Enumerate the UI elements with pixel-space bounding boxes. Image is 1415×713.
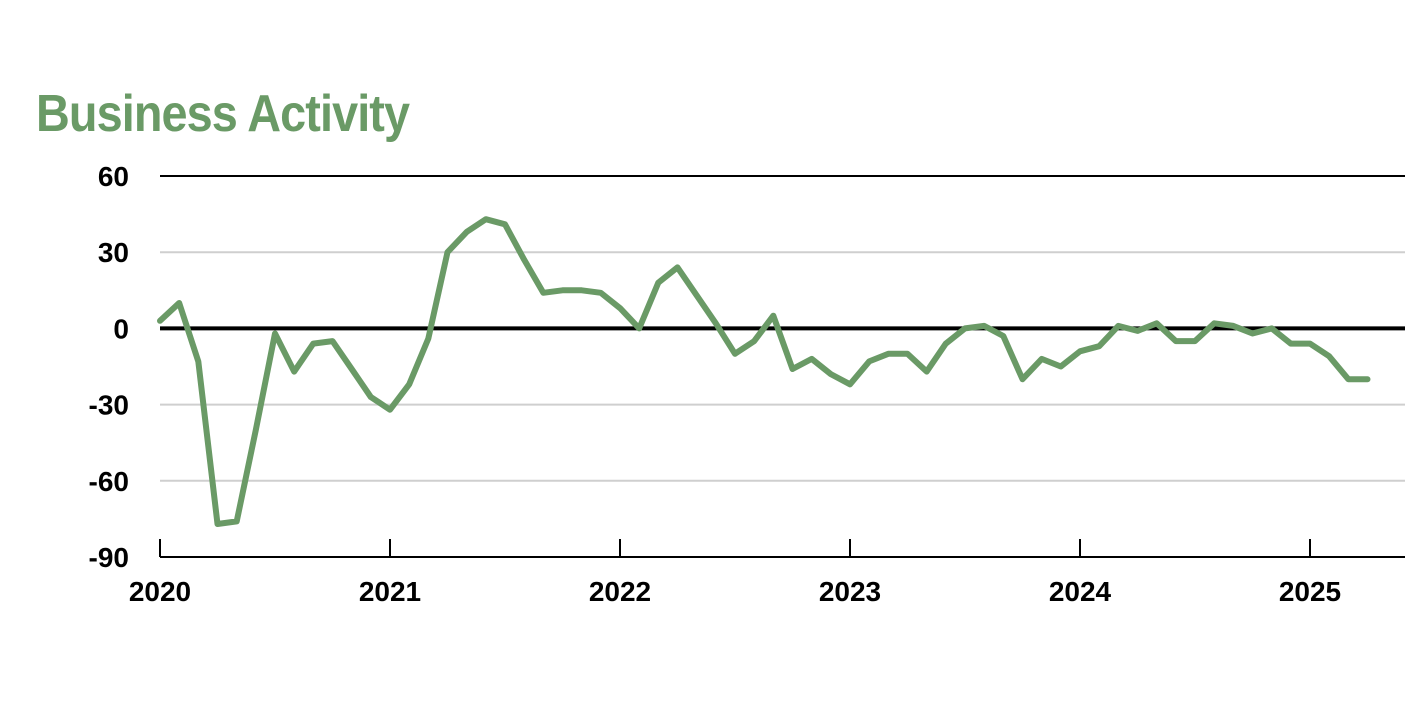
series-line	[157, 216, 1371, 527]
y-tick-label: 0	[113, 313, 129, 344]
axes	[159, 539, 1405, 558]
gridlines	[160, 175, 1405, 482]
y-tick-label: -30	[89, 390, 129, 421]
x-tick-label: 2020	[129, 576, 191, 607]
series-layer	[157, 216, 1371, 527]
x-tick-label: 2021	[359, 576, 421, 607]
x-tick-label: 2024	[1049, 576, 1112, 607]
x-tick-label: 2025	[1279, 576, 1341, 607]
chart-title: Business Activity	[36, 85, 410, 143]
y-tick-label: -90	[89, 542, 129, 573]
y-tick-label: 60	[98, 161, 129, 192]
x-tick-label: 2022	[589, 576, 651, 607]
x-tick-label: 2023	[819, 576, 881, 607]
y-tick-label: -60	[89, 466, 129, 497]
y-tick-label: 30	[98, 237, 129, 268]
